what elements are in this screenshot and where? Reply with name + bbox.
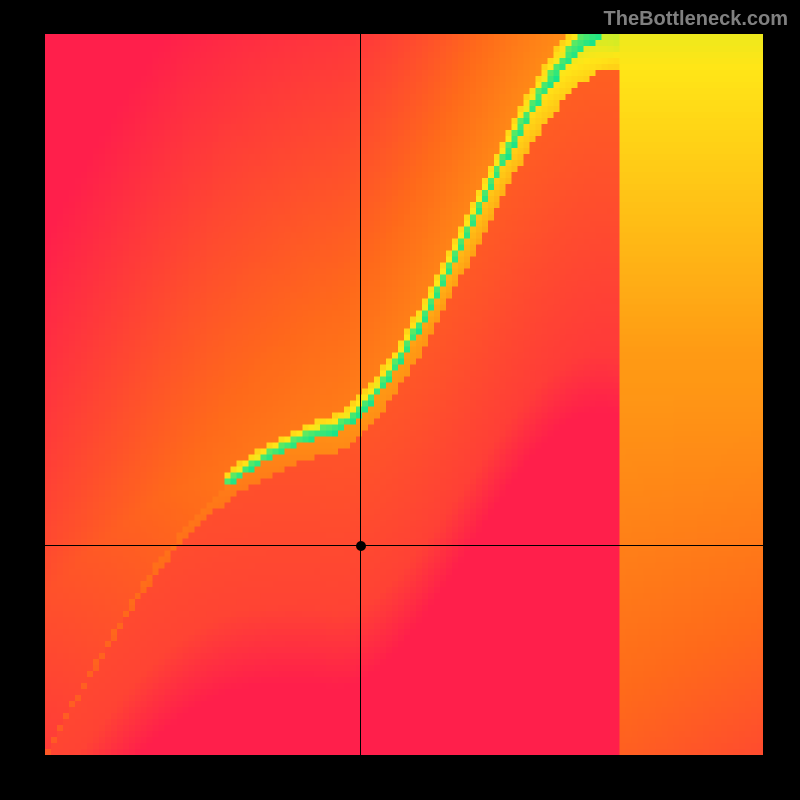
crosshair-vertical xyxy=(360,34,361,755)
heatmap-plot xyxy=(45,34,763,755)
heatmap-canvas xyxy=(45,34,763,755)
crosshair-horizontal xyxy=(45,545,763,546)
marker-dot xyxy=(356,541,366,551)
watermark-text: TheBottleneck.com xyxy=(604,8,788,31)
